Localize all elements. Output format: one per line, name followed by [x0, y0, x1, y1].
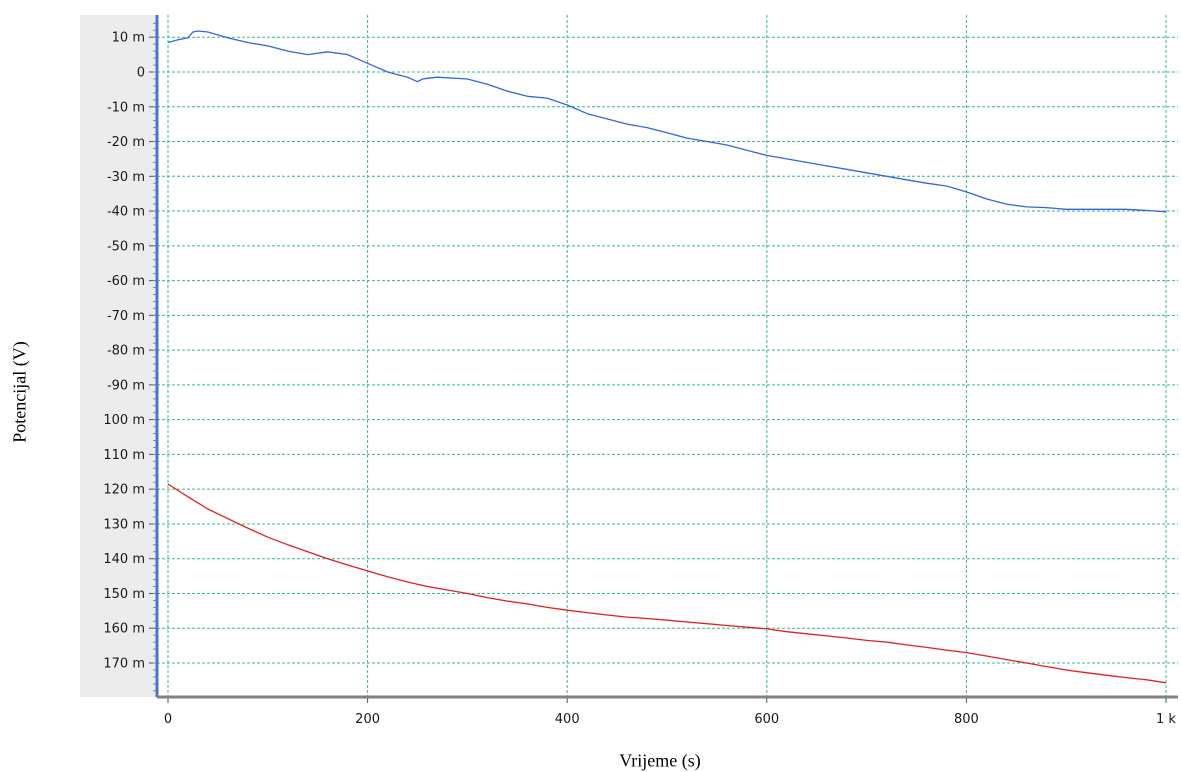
- y-tick-label: 130 m: [103, 517, 145, 532]
- y-tick-label: -90 m: [107, 378, 145, 393]
- y-tick-label: 160 m: [103, 622, 145, 637]
- series-line-red: [167, 483, 1167, 684]
- x-tick-label: 600: [754, 712, 779, 727]
- x-tick-label: 800: [954, 712, 979, 727]
- y-tick-label: -10 m: [107, 100, 145, 115]
- x-tick-label: 0: [164, 712, 172, 727]
- y-tick-label: -20 m: [107, 135, 145, 150]
- y-tick-label: 110 m: [103, 448, 145, 463]
- x-axis-ticks: 0 200 400 600 800 1 k: [164, 697, 1176, 727]
- y-tick-label: -40 m: [107, 205, 145, 220]
- y-tick-label: 100 m: [103, 413, 145, 428]
- y-tick-label: 120 m: [103, 483, 145, 498]
- series-line-blue: [167, 30, 1167, 213]
- y-tick-label: 170 m: [103, 657, 145, 672]
- y-tick-label: -30 m: [107, 170, 145, 185]
- x-axis-title: Vrijeme (s): [619, 750, 701, 771]
- x-tick-label: 200: [355, 712, 380, 727]
- y-axis-ticks: 10 m 0 -10 m -20 m -30 m -40 m -50 m -60 m -70 m…: [103, 22, 157, 692]
- series-lines: [167, 30, 1167, 684]
- y-tick-label: 150 m: [103, 587, 145, 602]
- y-tick-label: -80 m: [107, 344, 145, 359]
- x-tick-label: 1 k: [1156, 712, 1176, 727]
- y-tick-label: 10 m: [112, 31, 145, 46]
- y-tick-label: -50 m: [107, 239, 145, 254]
- y-tick-label: 140 m: [103, 552, 145, 567]
- y-axis-strip: [80, 15, 157, 697]
- y-tick-label: -70 m: [107, 309, 145, 324]
- y-tick-label: 0: [137, 66, 145, 81]
- y-tick-label: -60 m: [107, 274, 145, 289]
- plot-background: [157, 15, 1178, 697]
- y-axis-title: Potencijal (V): [9, 341, 30, 443]
- grid-lines: [157, 15, 1178, 697]
- x-tick-label: 400: [555, 712, 580, 727]
